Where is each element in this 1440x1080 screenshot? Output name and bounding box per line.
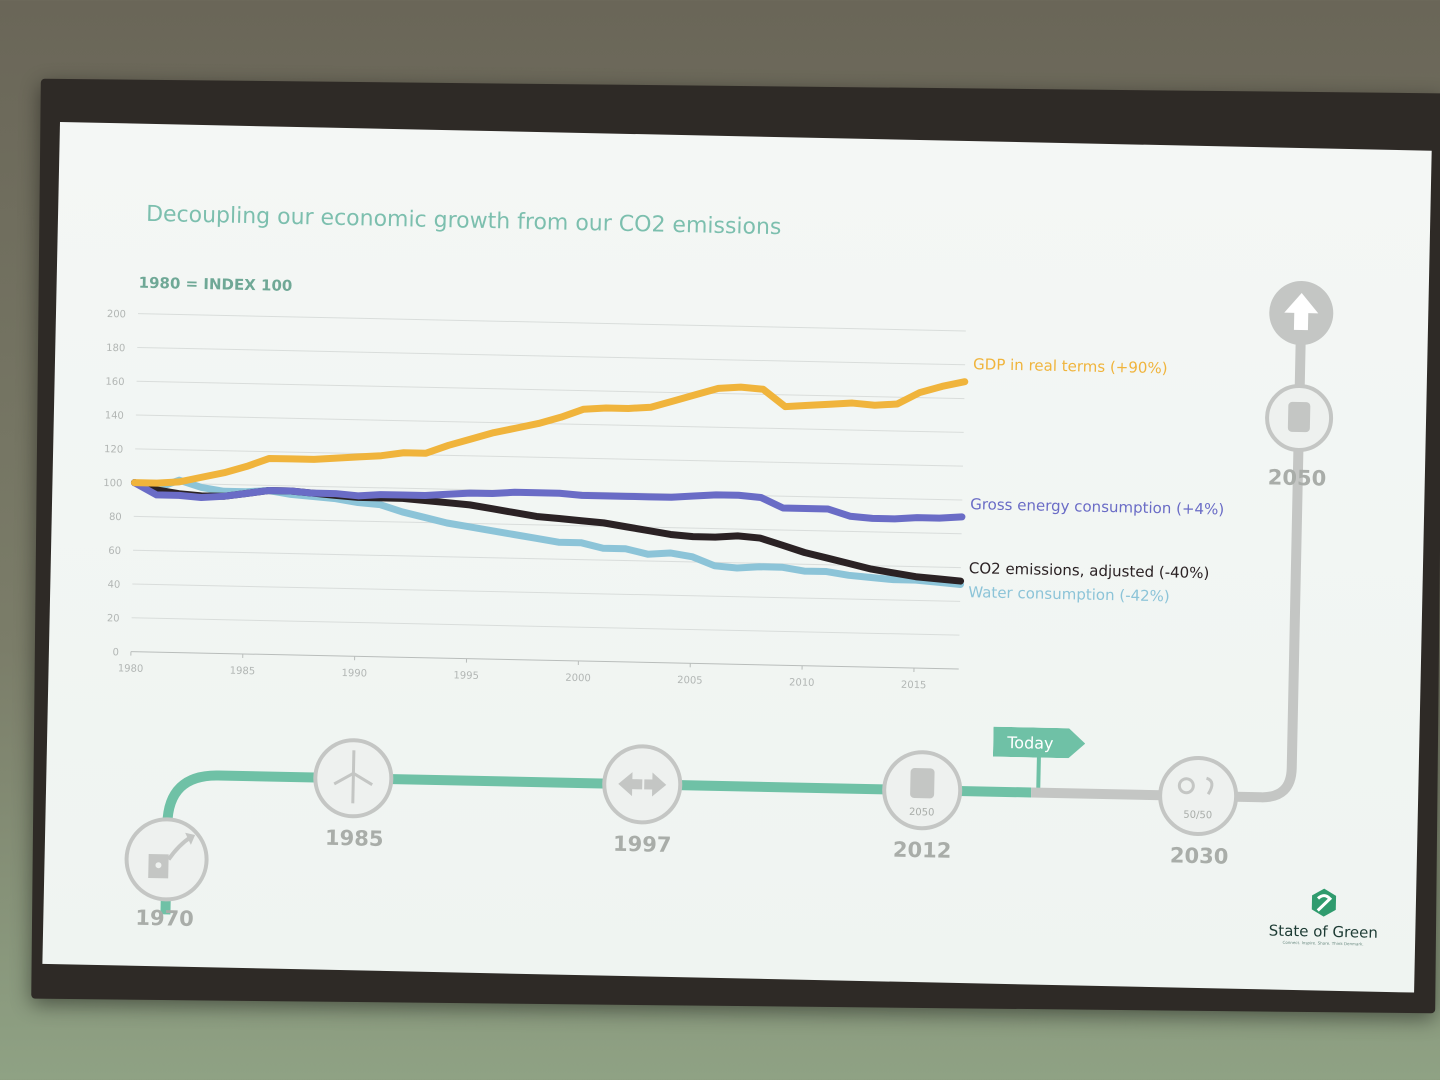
wind-turbine-icon bbox=[333, 750, 373, 804]
grid-line bbox=[137, 346, 966, 366]
today-flag: Today bbox=[993, 727, 1086, 759]
grid-line bbox=[133, 515, 962, 535]
barrel-2050-icon: 2050 bbox=[909, 768, 935, 819]
series-line-gdp bbox=[130, 378, 969, 487]
y-tick-label: 40 bbox=[107, 579, 120, 590]
grid-line bbox=[137, 313, 966, 332]
fifty-fifty-icon: 50/50 bbox=[1177, 776, 1214, 822]
timeline-year-1970: 1970 bbox=[135, 905, 195, 931]
y-tick-label: 80 bbox=[109, 512, 122, 523]
milestone-2050 bbox=[1265, 281, 1334, 453]
barrel-icon bbox=[1287, 401, 1311, 433]
y-tick-label: 140 bbox=[105, 410, 124, 421]
y-tick-label: 0 bbox=[112, 647, 119, 658]
milestone-2012: 2050 bbox=[882, 750, 963, 831]
logo-mark-icon bbox=[1311, 888, 1337, 917]
y-tick-label: 160 bbox=[105, 377, 124, 388]
y-tick-label: 120 bbox=[104, 444, 123, 455]
timeline-future-path bbox=[1031, 307, 1307, 803]
x-tick-label: 1995 bbox=[453, 670, 479, 682]
exchange-arrows-icon bbox=[618, 772, 667, 797]
state-of-green-logo: State of Green Connect. Inspire. Share. … bbox=[1253, 885, 1394, 947]
timeline-year-2050: 2050 bbox=[1267, 465, 1327, 491]
y-tick-label: 180 bbox=[106, 343, 125, 354]
grid-line bbox=[132, 583, 961, 602]
x-tick-label: 2000 bbox=[565, 673, 591, 685]
timeline-year-2030: 2030 bbox=[1169, 843, 1229, 869]
x-tick-label: 1990 bbox=[341, 668, 367, 680]
grid-line bbox=[136, 380, 965, 400]
chart-series-lines bbox=[130, 378, 969, 588]
brand-name: State of Green bbox=[1268, 921, 1379, 942]
x-tick-label: 1985 bbox=[230, 666, 256, 678]
y-tick-label: 60 bbox=[108, 546, 121, 557]
x-tick-labels: 1980 1985 1990 1995 2000 2005 2010 2015 bbox=[118, 651, 927, 692]
line-chart: 0 20 40 60 80 100 120 140 160 180 200 1980 1985 1990… bbox=[103, 281, 1334, 915]
timeline-year-1997: 1997 bbox=[612, 831, 672, 857]
milestone-1985 bbox=[313, 738, 394, 819]
badge-2050-text: 2050 bbox=[909, 807, 935, 819]
timeline-year-2012: 2012 bbox=[892, 837, 952, 863]
y-tick-label: 100 bbox=[103, 478, 122, 489]
x-tick-label: 2015 bbox=[901, 680, 927, 692]
milestone-2030: 50/50 bbox=[1158, 755, 1239, 836]
grid-line bbox=[133, 549, 961, 569]
grid-line bbox=[131, 617, 960, 636]
y-tick-label: 200 bbox=[107, 309, 126, 320]
up-arrow-icon bbox=[1284, 293, 1319, 331]
grid-line bbox=[130, 651, 959, 670]
milestone-1997 bbox=[602, 744, 683, 825]
grid-line bbox=[135, 448, 964, 467]
x-tick-label: 1980 bbox=[118, 663, 144, 675]
y-tick-label: 20 bbox=[107, 613, 120, 624]
milestone-1970 bbox=[124, 817, 209, 902]
timeline-year-1985: 1985 bbox=[324, 825, 384, 851]
x-tick-label: 2005 bbox=[677, 675, 703, 687]
x-tick-label: 2010 bbox=[789, 677, 815, 689]
badge-5050-text: 50/50 bbox=[1183, 810, 1212, 822]
series-line-energy bbox=[130, 479, 966, 523]
oil-pump-icon bbox=[148, 832, 196, 879]
projector-screen: Decoupling our economic growth from our … bbox=[42, 122, 1432, 993]
y-tick-labels: 0 20 40 60 80 100 120 140 160 180 200 bbox=[103, 309, 126, 658]
